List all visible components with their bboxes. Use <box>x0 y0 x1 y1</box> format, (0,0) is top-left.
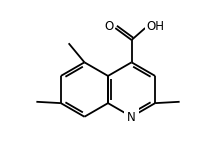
Text: N: N <box>127 111 136 124</box>
Text: O: O <box>105 21 114 33</box>
Text: OH: OH <box>146 21 164 33</box>
